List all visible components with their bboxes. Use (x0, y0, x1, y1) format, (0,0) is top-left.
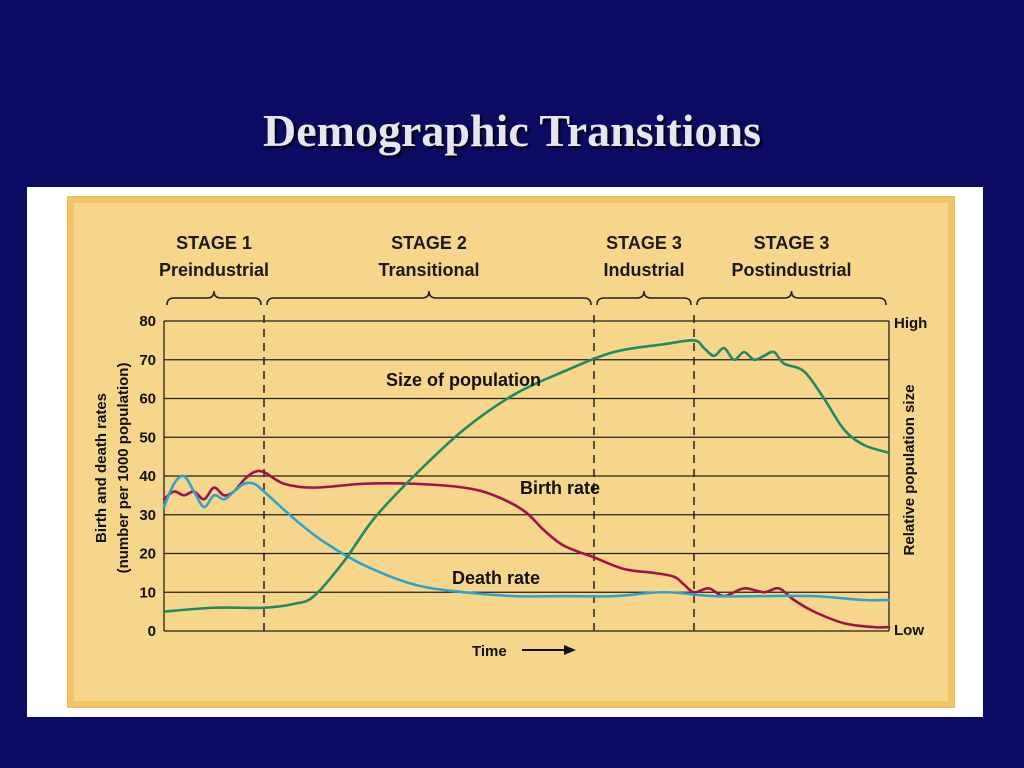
y-tick-40: 40 (139, 468, 156, 485)
series-lines (162, 338, 891, 629)
series-line-birth-rate (162, 469, 891, 629)
gridlines (163, 320, 890, 632)
series-label-population: Size of population (386, 370, 541, 390)
stage-name-2: Transitional (378, 260, 479, 280)
chart-panel (68, 197, 954, 707)
series-label-death-rate: Death rate (452, 568, 540, 588)
y-axis-label-line1: Birth and death rates (93, 393, 110, 543)
stage-name-1: Preindustrial (159, 260, 269, 280)
stage-brace-1 (166, 290, 262, 306)
stage-number-3: STAGE 3 (606, 233, 682, 253)
y-axis-label-line2: (number per 1000 population) (115, 363, 132, 574)
stage-brace-3 (596, 290, 692, 306)
stage-brace-2 (266, 290, 592, 306)
stage-braces (166, 290, 887, 306)
time-arrow-icon (522, 645, 576, 655)
stage-name-4: Postindustrial (731, 260, 851, 280)
y-tick-80: 80 (139, 313, 156, 330)
y-tick-10: 10 (139, 584, 156, 601)
series-line-death-rate (162, 474, 891, 602)
stage-brace-4 (696, 290, 887, 306)
y-tick-60: 60 (139, 391, 156, 408)
stage-number-4: STAGE 3 (754, 233, 830, 253)
series-line-size-of-population (162, 338, 891, 613)
y-tick-50: 50 (139, 429, 156, 446)
y-tick-labels: 0 10 20 30 40 50 60 70 80 (139, 313, 156, 640)
series-label-birth-rate: Birth rate (520, 478, 600, 498)
y-tick-0: 0 (148, 623, 156, 640)
stage-number-1: STAGE 1 (176, 233, 252, 253)
stage-labels: STAGE 1 Preindustrial STAGE 2 Transitional S… (159, 233, 852, 280)
y2-axis-label: Relative population size (901, 385, 918, 556)
x-axis-label: Time (472, 643, 507, 660)
stage-number-2: STAGE 2 (391, 233, 467, 253)
y-tick-70: 70 (139, 352, 156, 369)
stage-name-3: Industrial (603, 260, 684, 280)
y2-high-label: High (894, 315, 927, 332)
y-tick-20: 20 (139, 546, 156, 563)
y2-low-label: Low (894, 622, 924, 639)
slide-title: Demographic Transitions (263, 105, 761, 156)
y-tick-30: 30 (139, 507, 156, 524)
